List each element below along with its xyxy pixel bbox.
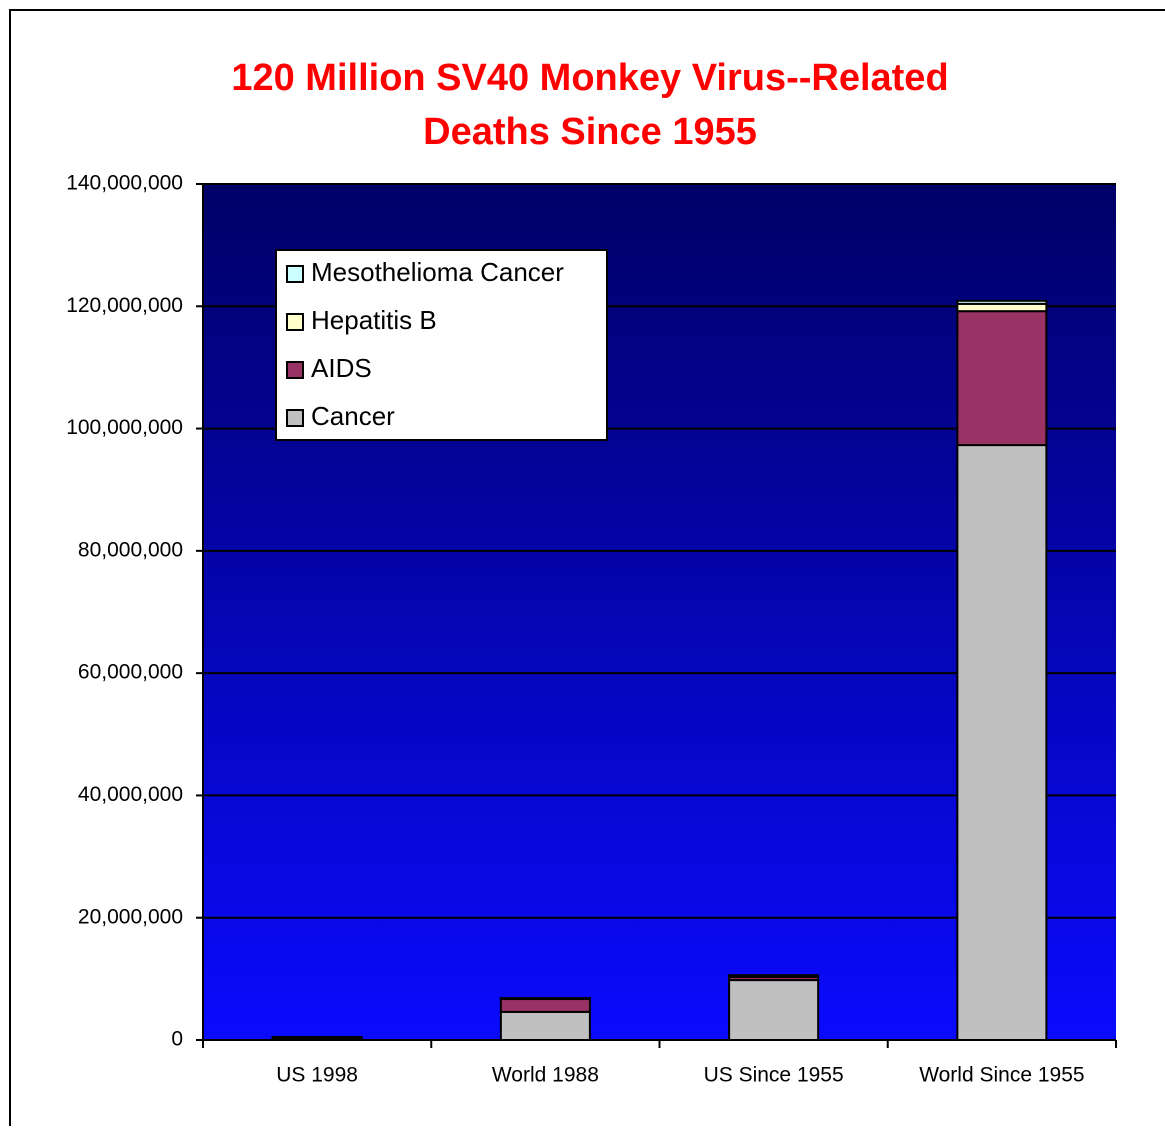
legend-swatch [286,361,304,379]
legend-label: AIDS [311,353,372,383]
bar-segment [728,979,820,1042]
y-tick-label: 100,000,000 [66,416,183,439]
bar-segment [271,1035,363,1039]
y-tick-label: 0 [171,1028,183,1051]
bar-segment [728,974,820,977]
y-tick-label: 60,000,000 [78,661,183,684]
bar-segment [956,302,1048,313]
y-tick-label: 120,000,000 [66,294,183,317]
chart-title: 120 Million SV40 Monkey Virus--Related [231,57,948,99]
x-tick-label: World Since 1955 [919,1064,1084,1087]
legend-label: Hepatitis B [311,305,437,335]
legend-box [275,249,608,441]
y-tick-label: 140,000,000 [66,172,183,195]
y-tick-label: 20,000,000 [78,905,183,928]
x-tick-label: World 1988 [492,1064,599,1087]
bar-segment [956,444,1048,1041]
bar-segment [956,310,1048,447]
y-tick-label: 80,000,000 [78,538,183,561]
x-tick-label: US 1998 [276,1064,358,1087]
legend-label: Cancer [311,401,395,431]
legend-label: Mesothelioma Cancer [311,257,564,287]
legend-swatch [286,313,304,331]
legend-swatch [286,265,304,283]
bar-segment [956,299,1048,305]
bar-segment [499,1010,591,1041]
x-tick-label: US Since 1955 [704,1064,844,1087]
chart-title: Deaths Since 1955 [423,111,757,153]
y-tick-label: 40,000,000 [78,783,183,806]
bar-segment [499,998,591,1013]
bar-segment [499,997,591,1000]
legend-swatch [286,409,304,427]
